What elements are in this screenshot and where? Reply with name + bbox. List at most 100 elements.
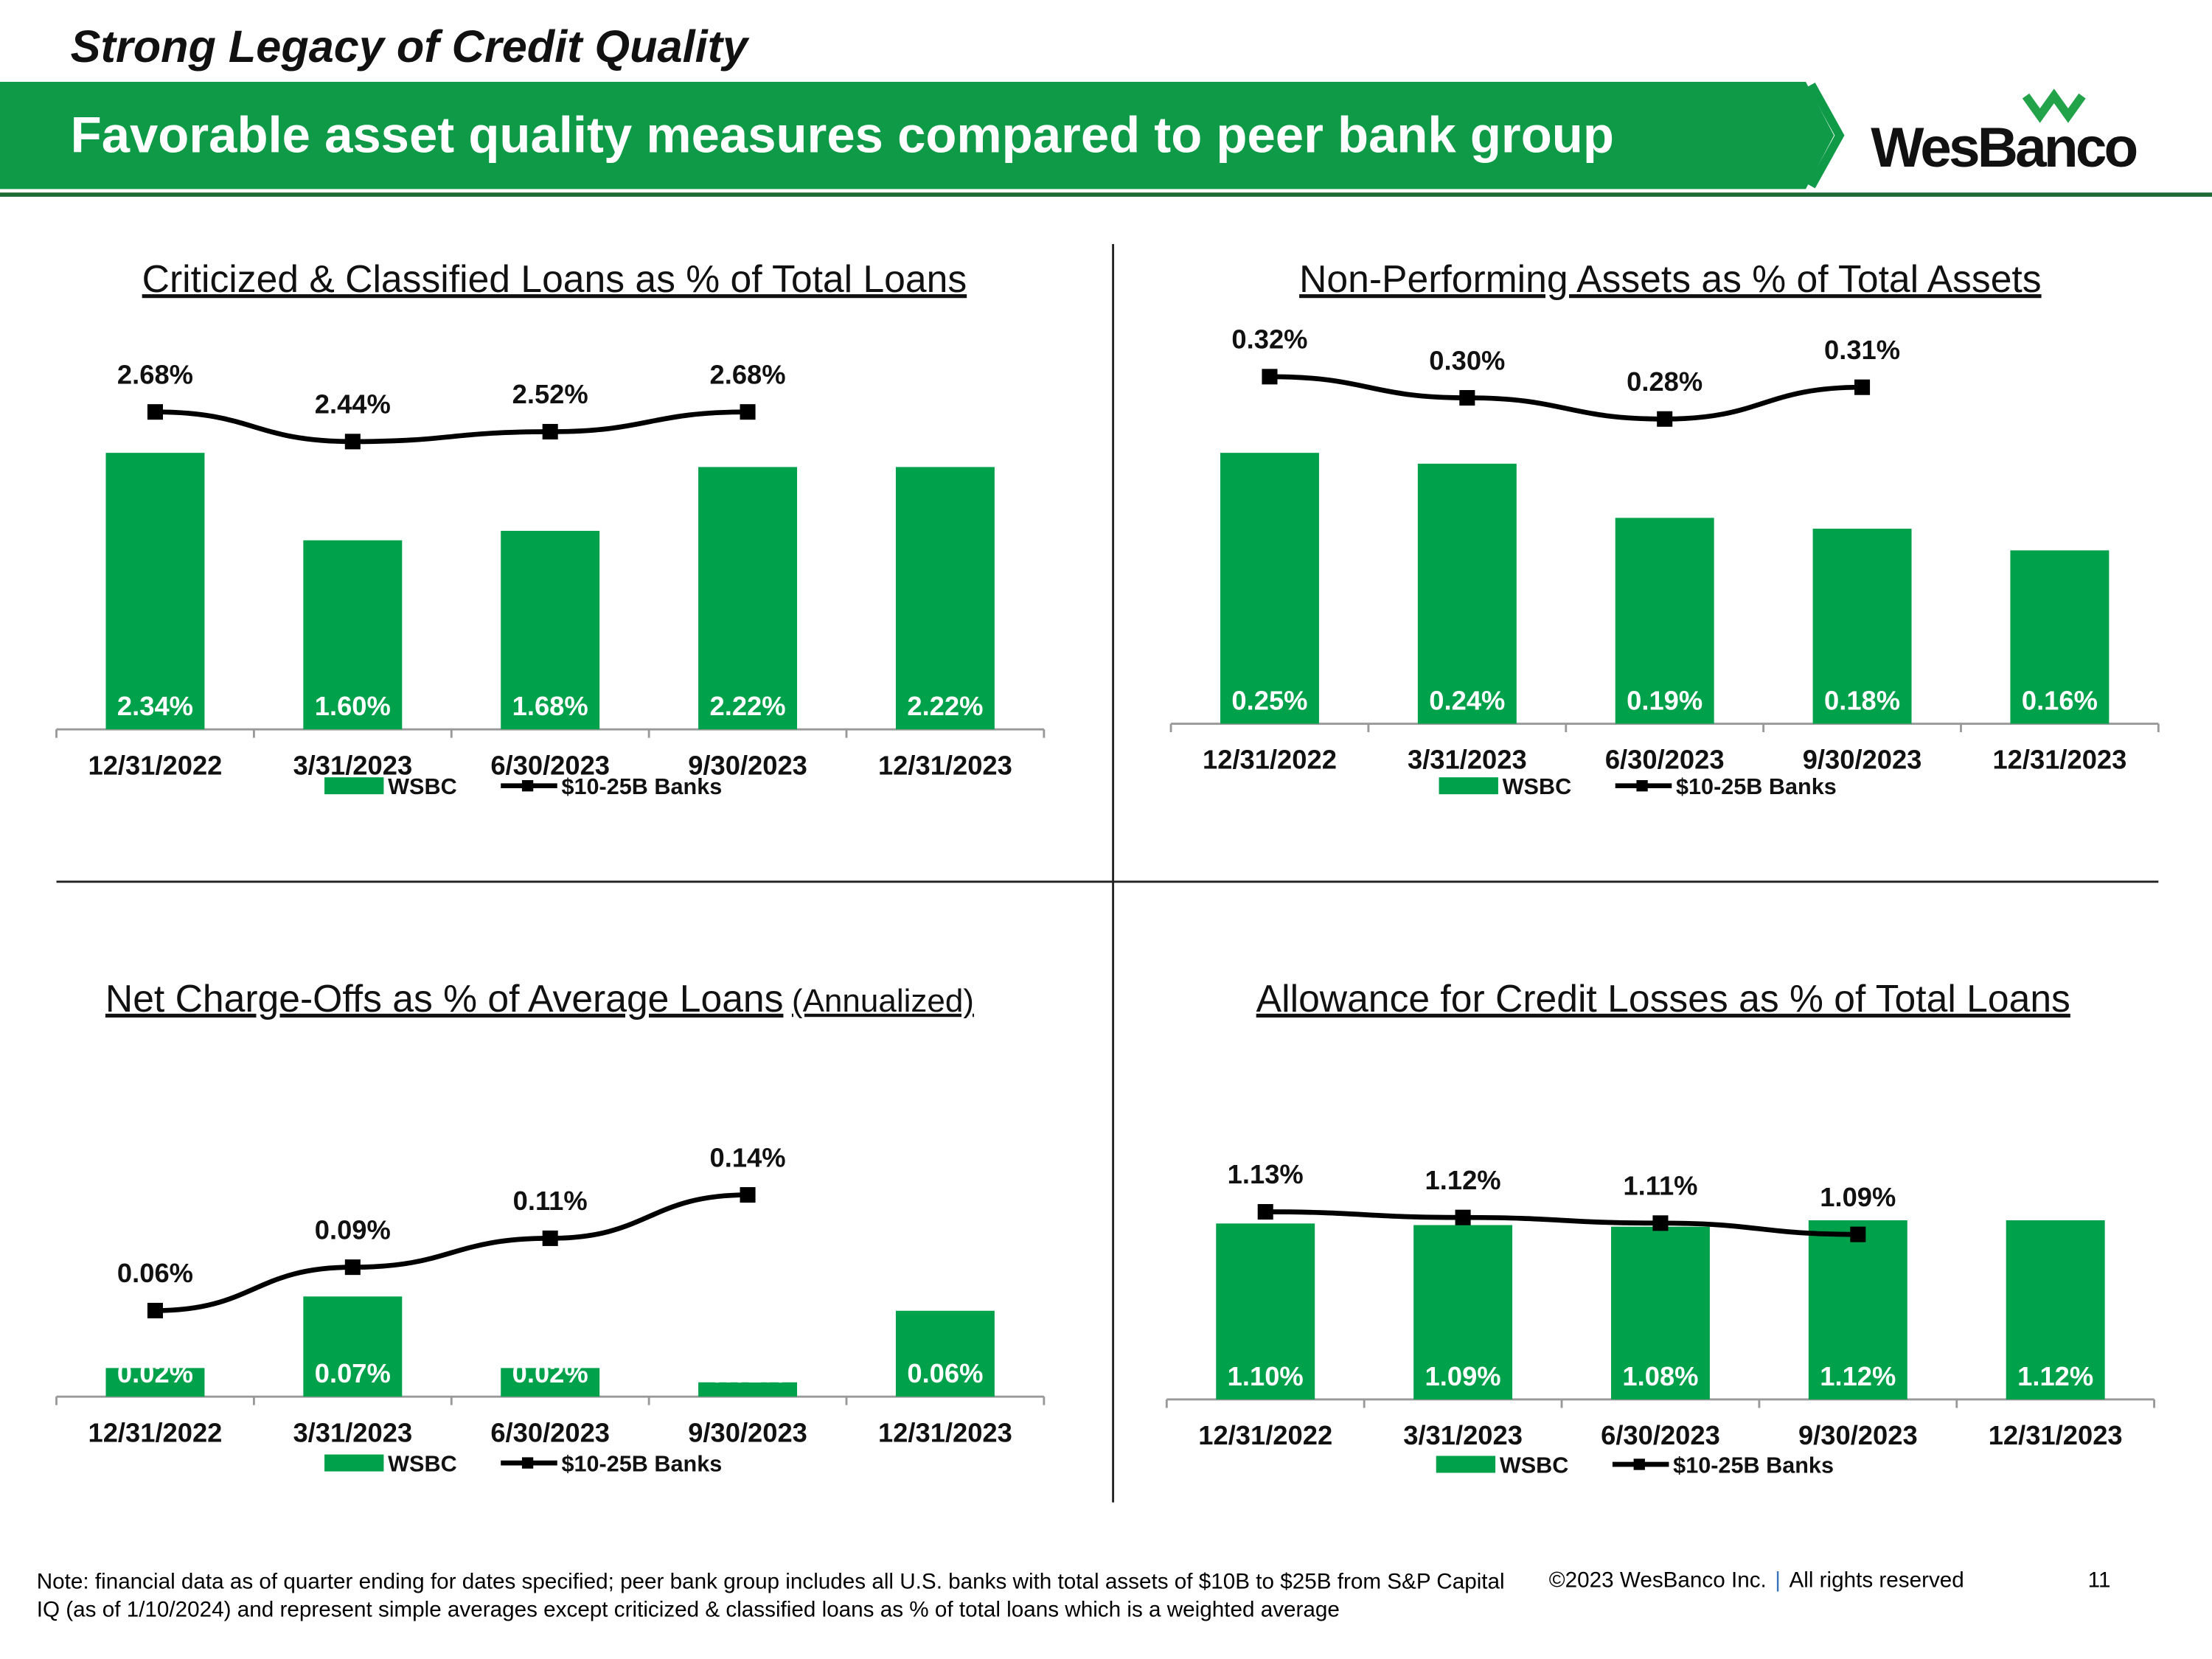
legend-label: WSBC [388,1452,457,1477]
bar [1615,518,1714,724]
legend-label: $10-25B Banks [1673,1453,1834,1478]
bar [698,467,798,730]
x-tick-label: 3/31/2023 [1408,745,1527,775]
x-tick-label: 9/30/2023 [1803,745,1922,775]
x-tick-label: 9/30/2023 [688,750,807,780]
banner-chevron [1807,83,1845,189]
x-tick-label: 12/31/2023 [1992,745,2126,775]
line-marker [1657,411,1673,427]
legend-label: $10-25B Banks [561,1452,722,1477]
bar-label: 0.19% [1627,685,1703,715]
bar-label: 1.08% [1622,1361,1698,1391]
line-label: 1.12% [1425,1165,1501,1195]
bar [303,540,403,730]
copyright-text: ©2023 WesBanco Inc. [1548,1568,1767,1593]
bar-label: 0.01% [710,1358,786,1388]
legend-marker [1633,1458,1645,1470]
slide-title: Strong Legacy of Credit Quality [71,21,750,72]
legend-swatch [324,1454,384,1472]
chart-title: Net Charge-Offs as % of Average Loans [105,977,784,1020]
banner [0,81,1834,189]
line-label: 0.28% [1627,366,1703,397]
line-marker [344,1259,361,1276]
x-tick-label: 12/31/2022 [88,1417,223,1447]
footnote: Note: financial data as of quarter endin… [36,1570,1505,1623]
line-marker [740,1187,756,1203]
line-marker [542,423,558,439]
line-marker [1854,379,1871,395]
legend-marker [521,1457,534,1469]
bar [2006,1220,2105,1399]
banner-text: Favorable asset quality measures compare… [71,107,1614,164]
x-tick-label: 3/31/2023 [293,1417,412,1447]
line-label: 2.68% [117,359,193,389]
bar-label: 1.68% [512,691,588,721]
line-label: 0.32% [1231,324,1307,355]
x-tick-label: 12/31/2023 [878,1417,1012,1447]
legend-swatch [1436,1455,1496,1473]
line-marker [740,404,756,420]
bar-label: 2.22% [907,691,983,721]
bar-label: 0.16% [2022,685,2098,715]
line-label: 0.14% [710,1142,786,1172]
bar [1808,1220,1907,1399]
bar [1413,1225,1513,1399]
x-tick-label: 6/30/2023 [490,1417,610,1447]
bar [2010,550,2110,724]
legend-label: $10-25B Banks [1676,774,1837,799]
logo-mark [2022,88,2086,123]
chart-title: Criticized & Classified Loans as % of To… [142,257,967,300]
line-marker [1652,1215,1669,1231]
separator: | [1775,1568,1781,1593]
line [155,409,748,445]
bar-label: 1.09% [1425,1361,1501,1391]
line-label: 1.11% [1623,1171,1697,1201]
bar [501,1368,600,1397]
bar-label: 0.25% [1231,685,1307,715]
x-tick-label: 12/31/2023 [878,750,1012,780]
bar [1812,529,1912,724]
x-tick-label: 12/31/2023 [1989,1420,2123,1450]
bar-label: 1.60% [315,691,391,721]
legend-swatch [324,777,384,795]
line-marker [1459,390,1475,406]
line-label: 1.09% [1820,1182,1896,1212]
bar [895,1310,995,1397]
line-label: 0.11% [513,1186,588,1216]
line-marker [147,404,163,420]
logo: WesBanco [1871,116,2136,179]
x-tick-label: 3/31/2023 [1403,1420,1523,1450]
chart-title: Non-Performing Assets as % of Total Asse… [1299,257,2041,300]
legend-swatch [1439,777,1498,795]
line-label: 0.31% [1824,335,1900,365]
legend-marker [1636,780,1648,792]
legend-label: WSBC [388,774,457,799]
line-marker [1257,1204,1273,1220]
bar [303,1296,403,1397]
bar-label: 0.06% [907,1358,983,1388]
legend-marker [521,780,534,792]
bar [105,1368,205,1397]
bar-label: 1.12% [2017,1361,2093,1391]
bar-label: 0.02% [512,1358,588,1388]
bar [1220,453,1319,724]
bar-label: 0.18% [1824,685,1900,715]
line-label: 0.09% [315,1214,391,1245]
bar [1417,463,1517,724]
line-label: 2.52% [512,379,588,409]
line [1265,1209,1858,1237]
line [155,1192,748,1313]
line-marker [1455,1209,1471,1225]
x-tick-label: 6/30/2023 [1605,745,1725,775]
line-label: 2.68% [710,359,786,389]
x-tick-label: 12/31/2022 [1203,745,1337,775]
line-label: 0.30% [1429,345,1505,375]
bar [1610,1226,1710,1399]
line-marker [147,1302,163,1318]
chart-title: Allowance for Credit Losses as % of Tota… [1256,977,2070,1020]
bar [895,467,995,730]
x-tick-label: 12/31/2022 [1198,1420,1332,1450]
bar-label: 1.10% [1228,1361,1304,1391]
